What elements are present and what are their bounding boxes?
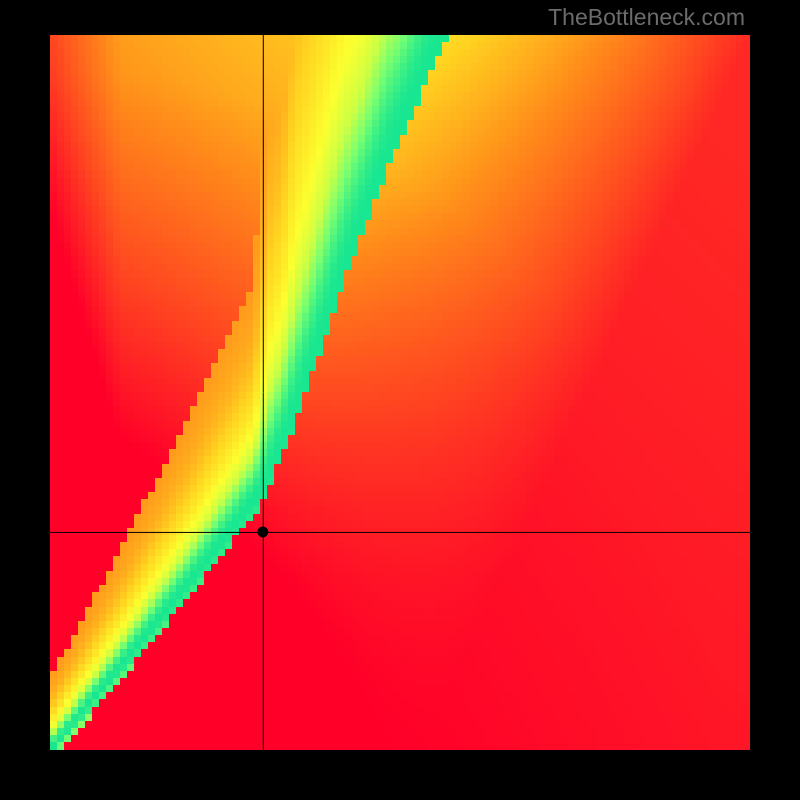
watermark-text: TheBottleneck.com	[548, 4, 745, 31]
heatmap-plot	[50, 35, 750, 750]
heatmap-canvas	[50, 35, 750, 750]
